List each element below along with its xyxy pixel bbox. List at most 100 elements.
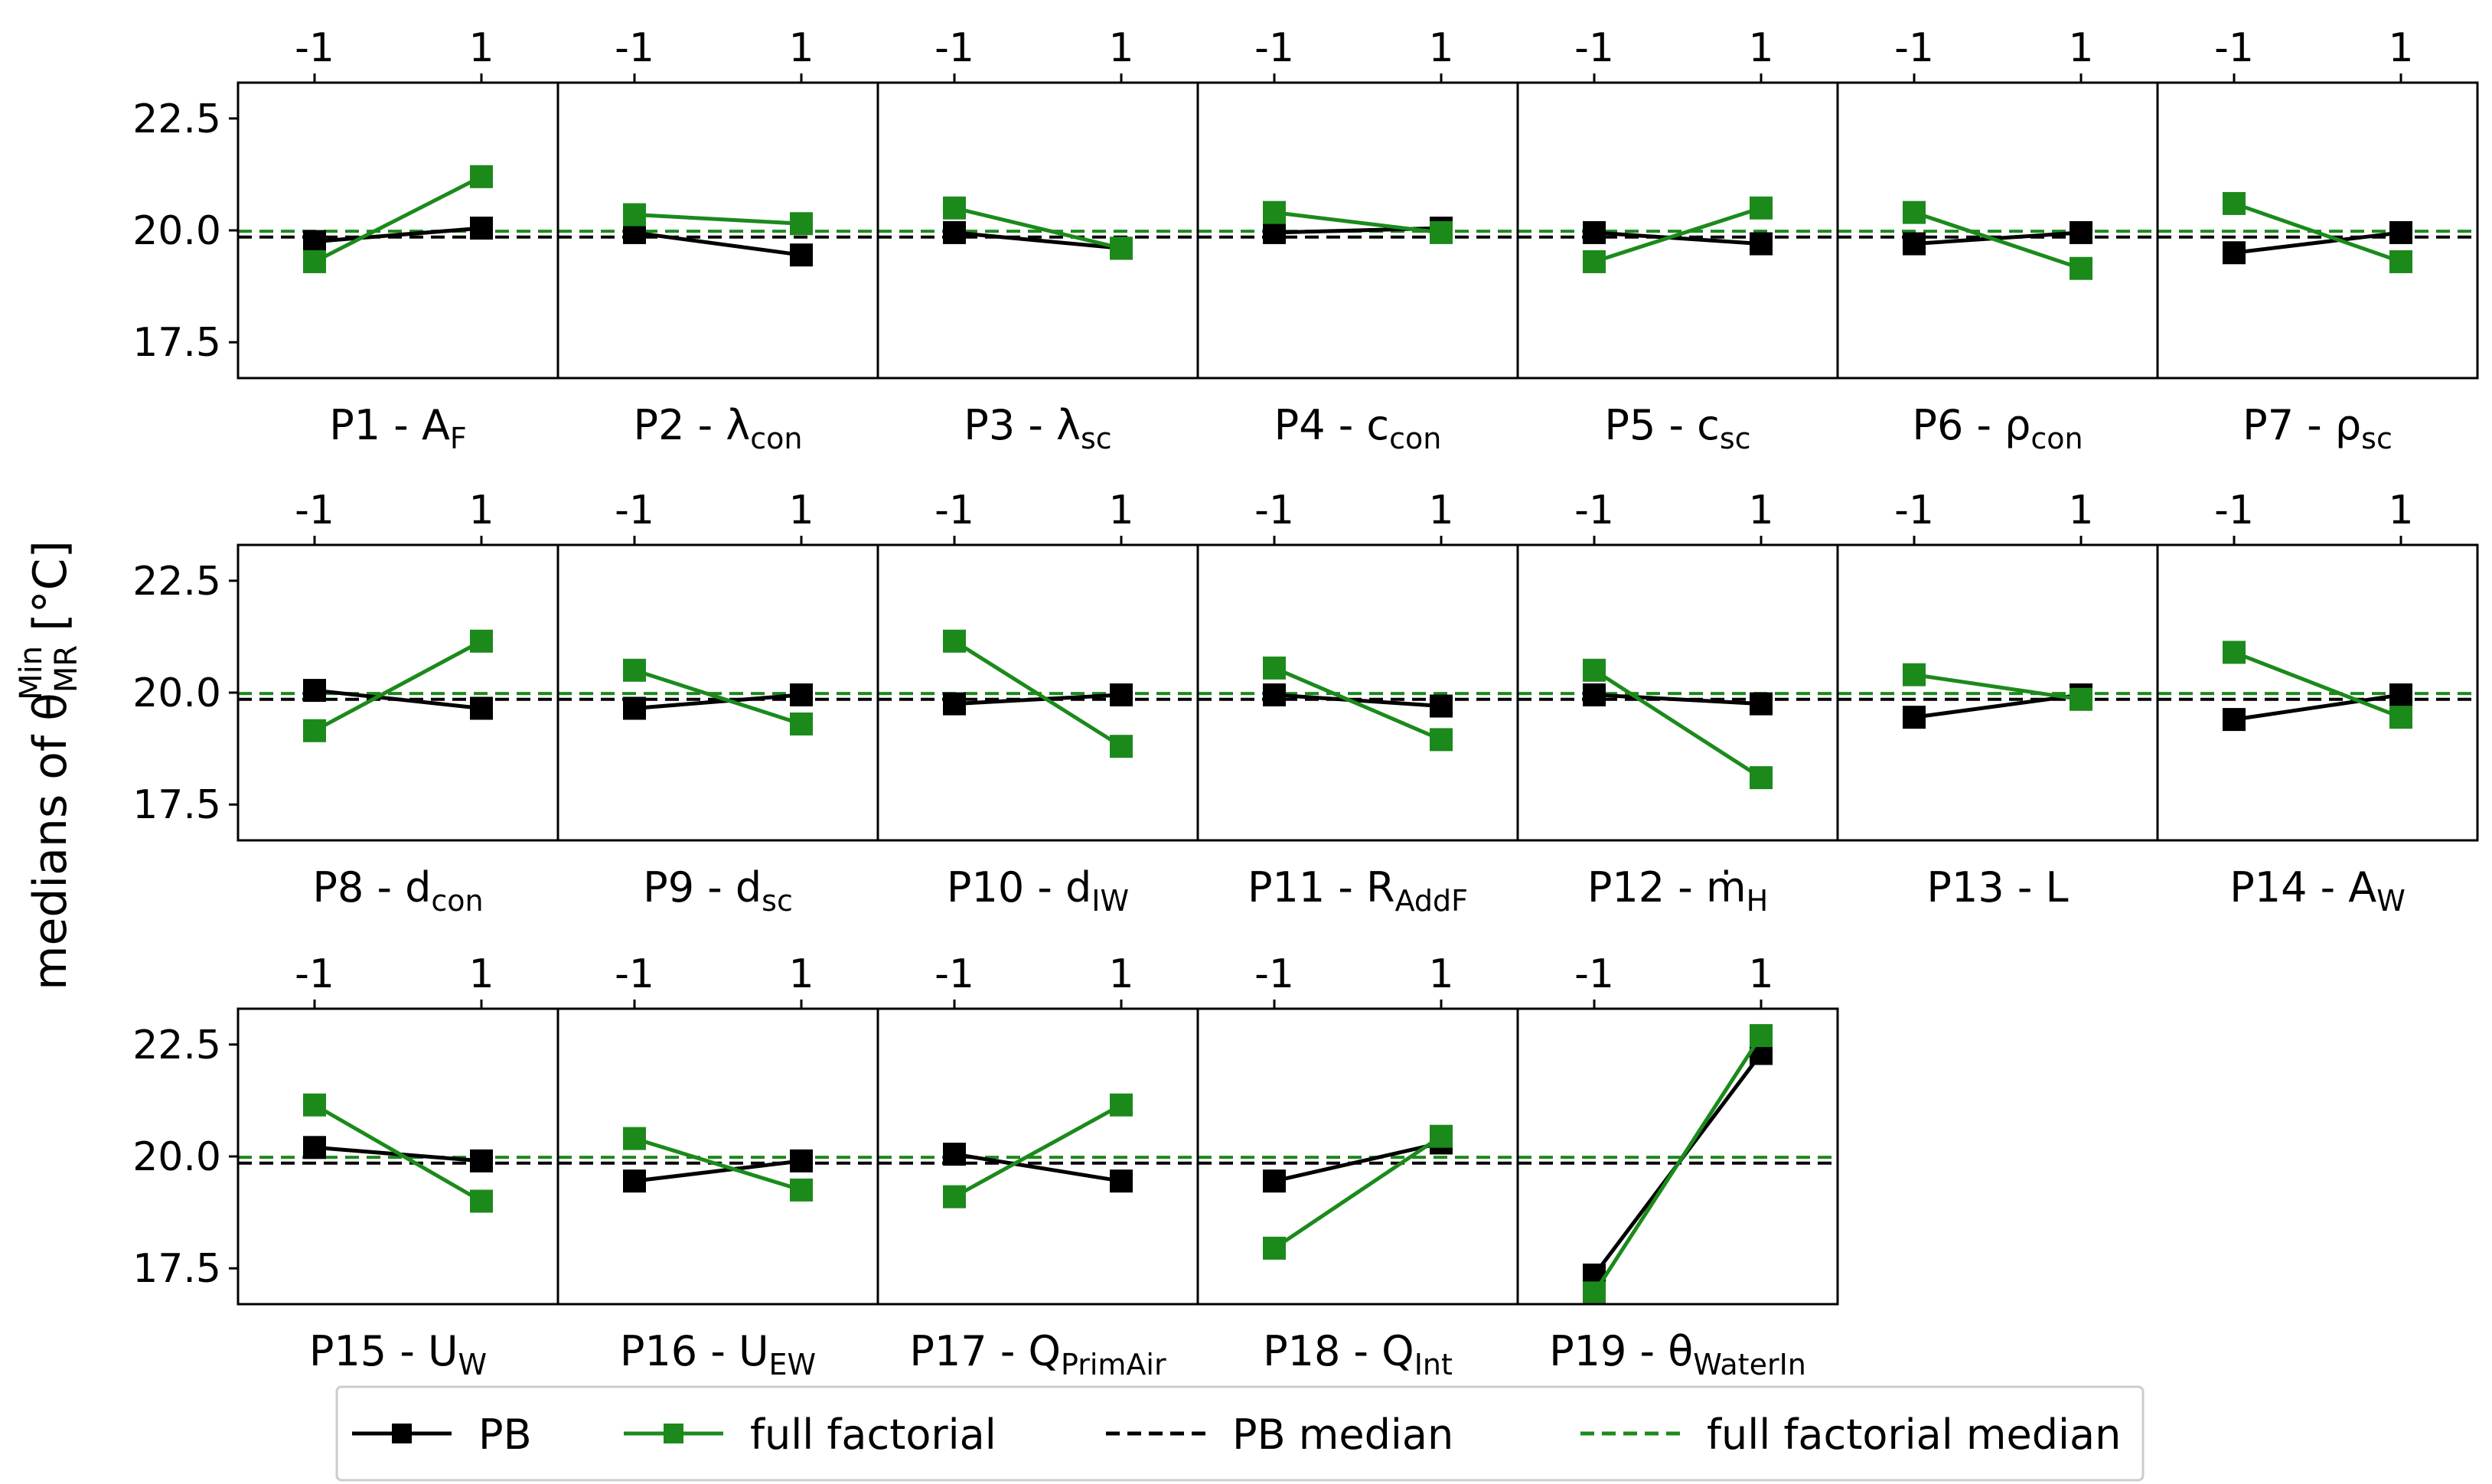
pb-series-line	[634, 693, 802, 710]
x-tick-label: 1	[1748, 488, 1773, 533]
pb-point	[1263, 220, 1286, 244]
x-tick-label: -1	[295, 488, 334, 533]
full-factorial-series-line	[2233, 201, 2402, 264]
full-factorial-point	[790, 212, 813, 236]
full-factorial-point	[1903, 201, 1926, 224]
panel-frame	[2156, 81, 2479, 380]
y-tick-label: 20.0	[132, 670, 221, 716]
panel-label-main: P19 - θ	[1549, 1327, 1693, 1375]
panel-label-main: P2 - λ	[634, 401, 751, 449]
panel-label-main: P10 - d	[947, 863, 1091, 912]
full-factorial-series-line	[634, 1137, 802, 1192]
x-tick-label: 1	[1748, 25, 1773, 71]
full-factorial-point	[2223, 641, 2246, 664]
panel-label: P8 - dcon	[312, 863, 483, 918]
panel-18: -1 1 P18 - QInt	[1196, 951, 1519, 1381]
x-tick-label: 1	[2388, 488, 2413, 533]
panel-5: -1 1 P5 - csc	[1516, 25, 1839, 455]
pb-point	[1750, 232, 1773, 256]
panel-label-sub: EW	[769, 1348, 817, 1381]
pb-point	[1903, 706, 1926, 729]
full-factorial-series-line	[953, 639, 1123, 749]
full-factorial-point	[2389, 250, 2412, 273]
panel-label-main: P5 - c	[1604, 401, 1719, 449]
panel-label: P4 - ccon	[1274, 401, 1442, 455]
panel-label-main: P16 - U	[620, 1327, 769, 1375]
y-axis-label: medians of θMRMin [°C]	[14, 540, 84, 990]
panel-frame	[2156, 543, 2479, 842]
panel-label: P11 - RAddF	[1248, 863, 1468, 918]
x-tick-label: 1	[2068, 488, 2093, 533]
full-factorial-series-line	[2233, 651, 2402, 719]
panel-label-main: P15 - U	[309, 1327, 458, 1375]
full-factorial-point	[1750, 766, 1773, 790]
panel-label-main: P17 - Q	[909, 1327, 1061, 1375]
full-factorial-series-line	[954, 206, 1122, 250]
x-tick-label: -1	[1574, 488, 1614, 533]
panel-2: -1 1 P2 - λcon	[556, 25, 879, 455]
full-factorial-point	[623, 658, 646, 682]
pb-point	[623, 1169, 646, 1193]
x-tick-label: -1	[295, 25, 334, 71]
panel-label-sub: sc	[1720, 422, 1751, 455]
full-factorial-series-line	[1593, 668, 1763, 780]
full-factorial-point	[470, 629, 493, 653]
pb-series-line	[1593, 230, 1762, 246]
pb-point	[1750, 692, 1773, 716]
panel-label-sub: con	[2030, 422, 2083, 455]
y-tick-label: 22.5	[132, 96, 221, 142]
full-factorial-point	[1430, 1124, 1453, 1148]
y-tick-label: 17.5	[132, 320, 221, 366]
panel-label: P3 - λsc	[964, 401, 1111, 455]
panel-label-main: P8 - d	[312, 863, 431, 912]
panel-grid: -1 117.520.022.5P1 - AF-1 1P2 - λcon-1 1P3 …	[132, 25, 2479, 1381]
panel-7: -1 1 P7 - ρsc	[2156, 25, 2479, 455]
full-factorial-point	[470, 165, 493, 188]
panel-label-main: P13 - L	[1926, 863, 2068, 912]
y-axis-label-unit: [°C]	[24, 540, 77, 646]
y-axis-label-prefix: medians of θ	[24, 693, 77, 990]
x-tick-label: -1	[295, 951, 334, 997]
full-factorial-point	[1583, 658, 1606, 682]
full-factorial-point	[2070, 687, 2092, 711]
full-factorial-point	[943, 196, 966, 220]
full-factorial-point	[790, 1178, 813, 1202]
y-tick-label: 22.5	[132, 559, 221, 605]
panel-label: P9 - dsc	[643, 863, 793, 918]
panel-label: P19 - θWaterIn	[1549, 1327, 1806, 1381]
pb-point	[1583, 683, 1606, 706]
panel-label: P17 - QPrimAir	[909, 1327, 1166, 1381]
legend-pb-marker	[392, 1424, 412, 1443]
panel-label-main: P3 - λ	[964, 401, 1081, 449]
legend-pb-label: PB	[478, 1411, 532, 1459]
panel-1: -1 1 17.5 20.0 22.5 P1 - AF	[132, 25, 559, 455]
panel-label-sub: W	[458, 1348, 488, 1381]
panel-label: P18 - QInt	[1263, 1327, 1453, 1381]
x-tick-label: -1	[934, 488, 974, 533]
panel-label-sub: con	[431, 884, 483, 918]
pb-point	[943, 692, 966, 716]
panel-label: P10 - dIW	[947, 863, 1129, 918]
full-factorial-series-line	[1593, 206, 1762, 264]
panel-label-sub: W	[2376, 884, 2406, 918]
full-factorial-point	[303, 719, 326, 742]
x-tick-label: -1	[615, 488, 654, 533]
x-tick-label: -1	[1894, 488, 1934, 533]
full-factorial-point	[1263, 1236, 1286, 1260]
x-tick-label: -1	[1894, 25, 1934, 71]
pb-series-line	[314, 226, 482, 244]
panel-label-main: P4 - c	[1274, 401, 1389, 449]
full-factorial-point	[623, 203, 646, 227]
panel-label-sub: sc	[1081, 422, 1112, 455]
panel-label-sub: PrimAir	[1061, 1348, 1166, 1381]
pb-point	[1263, 1169, 1286, 1193]
full-factorial-point	[790, 712, 813, 735]
x-tick-label: 1	[468, 25, 494, 71]
x-tick-label: -1	[615, 951, 654, 997]
full-factorial-series-line	[313, 639, 483, 732]
pb-point	[2223, 708, 2246, 732]
panel-label-sub: sc	[2361, 422, 2393, 455]
panel-label: P16 - UEW	[620, 1327, 816, 1381]
panel-16: -1 1 P16 - UEW	[556, 951, 879, 1381]
